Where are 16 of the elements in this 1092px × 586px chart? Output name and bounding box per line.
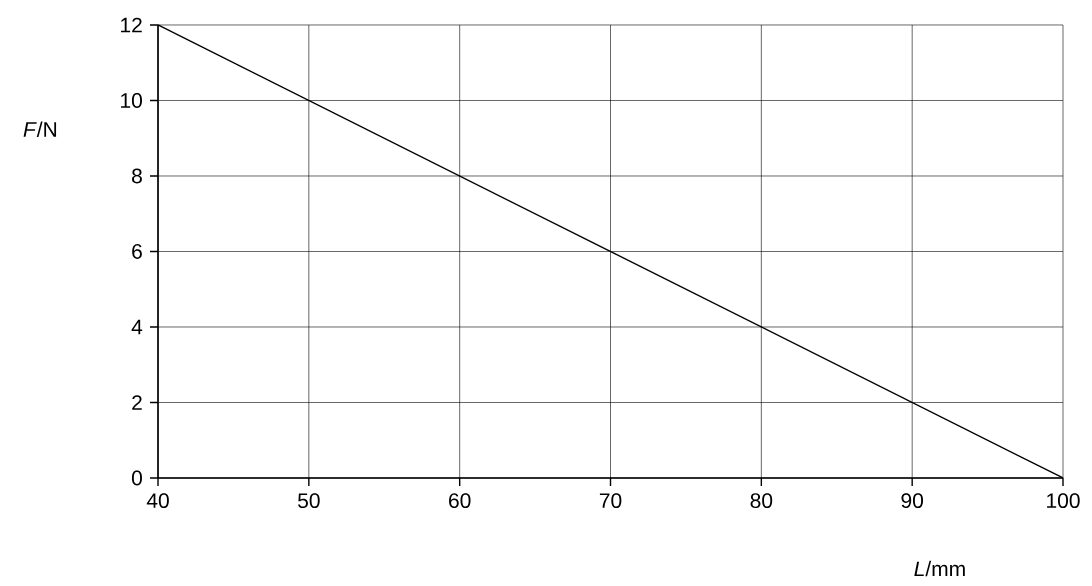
x-tick-label: 60 [449,493,471,509]
x-tick-label: 80 [750,493,773,509]
x-tick-label: 70 [599,493,622,509]
x-tick-label: 40 [146,493,169,509]
x-axis-title: L/mm [914,560,965,577]
y-tick-label: 12 [121,17,142,33]
x-tick-label: 100 [1047,493,1080,509]
y-axis-title: F/N [23,121,57,137]
y-tick-label: 8 [132,168,142,184]
x-tick-label: 90 [901,493,924,509]
y-tick-label: 0 [131,470,142,486]
y-tick-label: 2 [132,395,142,410]
y-tick-label: 4 [131,319,143,335]
x-tick-label: 50 [298,493,320,509]
y-tick-label: 6 [132,244,142,259]
y-tick-label: 10 [121,93,142,108]
